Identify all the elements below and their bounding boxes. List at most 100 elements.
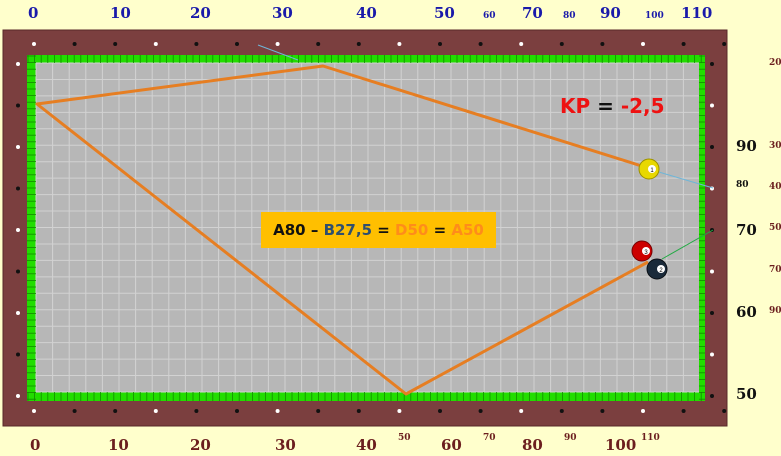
rail-diamond — [153, 42, 158, 46]
rail-diamond — [559, 42, 564, 46]
formula-part-d50: D50 — [395, 221, 429, 239]
rail-diamond — [16, 269, 20, 274]
scale-label: 70 — [769, 265, 781, 275]
scale-label: 20 — [190, 4, 211, 22]
formula-part-b: B27,5 — [323, 221, 373, 239]
scale-label: 80 — [522, 436, 543, 454]
rail-diamond — [316, 42, 321, 46]
formula-equals-1: = — [372, 221, 396, 239]
scale-label: 30 — [769, 141, 781, 151]
rail-diamond — [113, 409, 118, 413]
rail-diamond — [559, 409, 564, 413]
scale-label: 60 — [483, 11, 496, 21]
scale-label: 0 — [28, 4, 39, 22]
scale-label: 40 — [769, 182, 781, 192]
rail-diamond — [438, 42, 442, 46]
scale-label: 90 — [769, 306, 781, 316]
kp-value: -2,5 — [620, 94, 665, 118]
ball-path — [35, 64, 649, 396]
ball-2: 2 — [646, 258, 668, 280]
rail-diamond — [710, 352, 714, 357]
rail-diamond — [16, 62, 20, 66]
rail-diamond — [235, 409, 239, 413]
scale-label: 50 — [769, 223, 781, 233]
formula-equals-2: = — [428, 221, 452, 239]
rail-diamond — [153, 409, 158, 413]
rail-diamond — [32, 42, 36, 46]
rail-diamond — [722, 42, 727, 46]
ball-3-number: 3 — [644, 250, 648, 256]
rail-diamond — [710, 394, 714, 398]
rail-diamond — [72, 42, 77, 46]
rail-diamond — [478, 409, 483, 413]
system-formula: A80 – B27,5 = D50 = A50 — [261, 212, 496, 248]
formula-part-a80: A80 — [273, 221, 306, 239]
rail-diamond — [641, 42, 645, 46]
rail-diamond — [519, 409, 524, 413]
scale-label: 20 — [190, 436, 211, 454]
scale-label: 50 — [736, 385, 757, 403]
rail-diamond — [710, 311, 714, 315]
rail-diamond — [16, 145, 20, 149]
rail-diamond — [681, 409, 686, 413]
rail-diamond — [641, 409, 645, 413]
rail-diamond — [113, 42, 118, 46]
rail-diamond — [356, 409, 361, 413]
rail-diamond — [600, 409, 605, 413]
scale-label: 10 — [108, 436, 129, 454]
scale-label: 80 — [736, 180, 749, 190]
scale-label: 50 — [434, 4, 455, 22]
rail-diamond — [710, 103, 714, 108]
rail-diamond — [681, 42, 686, 46]
scale-label: 40 — [356, 436, 377, 454]
ball-1: 1 — [638, 158, 660, 180]
ball-3: 3 — [631, 240, 653, 262]
scale-label: 10 — [110, 4, 131, 22]
kp-correction: KP = -2,5 — [560, 94, 665, 118]
scale-label: 70 — [522, 4, 543, 22]
aim-line-cue — [651, 169, 714, 189]
rail-diamond — [194, 42, 199, 46]
formula-dash: – — [305, 221, 324, 239]
rail-diamond — [438, 409, 442, 413]
ball-1-number: 1 — [650, 168, 654, 174]
scale-label: 90 — [600, 4, 621, 22]
ball-2-number: 2 — [659, 268, 663, 274]
rail-diamond — [710, 269, 714, 274]
scale-label: 40 — [356, 4, 377, 22]
rail-diamond — [316, 409, 321, 413]
scale-label: 60 — [441, 436, 462, 454]
rail-diamond — [397, 409, 402, 413]
rail-diamond — [275, 409, 280, 413]
rail-diamond — [16, 228, 20, 232]
rail-diamond — [16, 311, 20, 315]
rail-diamond — [16, 394, 20, 398]
aim-line-green — [661, 229, 714, 260]
rail-diamond — [722, 409, 727, 413]
kp-label: KP — [560, 94, 591, 118]
scale-label: 30 — [275, 436, 296, 454]
rail-diamond — [16, 352, 20, 357]
rail-diamond — [710, 62, 714, 66]
scale-label: 90 — [736, 137, 757, 155]
rail-diamond — [397, 42, 402, 46]
rail-diamond — [72, 409, 77, 413]
kp-equals: = — [590, 94, 621, 118]
scale-label: 110 — [641, 433, 660, 443]
scale-label: 100 — [645, 11, 664, 21]
formula-part-a50: A50 — [451, 221, 484, 239]
scale-label: 50 — [398, 433, 411, 443]
scale-label: 60 — [736, 303, 757, 321]
scale-label: 100 — [605, 436, 637, 454]
rail-diamonds — [16, 42, 727, 413]
rail-diamond — [275, 42, 280, 46]
rail-diamond — [600, 42, 605, 46]
rail-diamond — [16, 186, 20, 191]
scale-label: 110 — [681, 4, 713, 22]
rail-diamond — [710, 145, 714, 149]
rail-diamond — [16, 103, 20, 108]
scale-label: 0 — [30, 436, 41, 454]
rail-diamond — [235, 42, 239, 46]
rail-diamond — [32, 409, 36, 413]
